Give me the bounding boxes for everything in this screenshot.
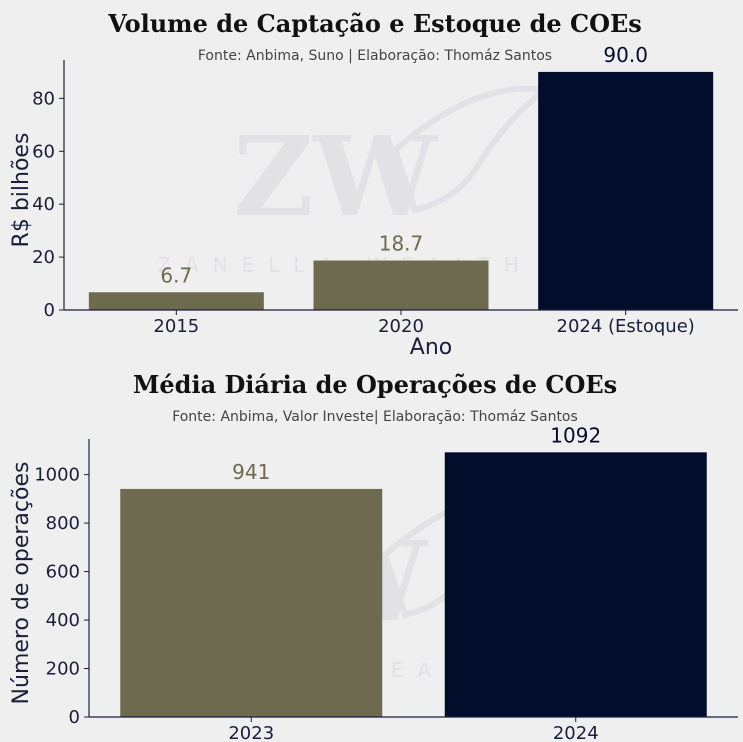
bar-value-label: 941 xyxy=(232,460,270,484)
y-axis-label: R$ bilhões xyxy=(9,133,34,248)
y-tick-label: 0 xyxy=(44,300,55,321)
y-axis-label: Número de operações xyxy=(9,462,34,705)
chart1-subtitle: Fonte: Anbima, Suno | Elaboração: Thomáz… xyxy=(198,48,552,64)
y-tick-label: 0 xyxy=(69,707,80,728)
bar-value-label: 6.7 xyxy=(160,263,192,287)
y-tick-label: 60 xyxy=(32,141,55,162)
bar-value-label: 18.7 xyxy=(379,232,424,256)
chart2-title: Média Diária de Operações de COEs xyxy=(133,370,617,399)
x-tick-label: 2020 xyxy=(378,316,424,337)
chart1-title: Volume de Captação e Estoque de COEs xyxy=(107,9,642,38)
bar-2023 xyxy=(120,488,383,717)
x-axis-label: Ano xyxy=(410,335,452,360)
watermark-monogram: ZW xyxy=(233,112,438,241)
y-tick-label: 80 xyxy=(32,88,55,109)
x-tick-label: 2023 xyxy=(228,723,274,742)
y-tick-label: 400 xyxy=(46,610,80,631)
bar-2024-estoque- xyxy=(538,71,714,311)
x-tick-label: 2024 xyxy=(553,723,599,742)
y-tick-label: 40 xyxy=(32,194,55,215)
wing-icon xyxy=(391,85,553,214)
bar-2024 xyxy=(444,452,707,717)
y-tick-label: 1000 xyxy=(34,465,80,486)
x-tick-label: 2024 (Estoque) xyxy=(557,316,695,337)
y-tick-label: 20 xyxy=(32,247,55,268)
y-tick-label: 800 xyxy=(46,513,80,534)
y-tick-label: 600 xyxy=(46,562,80,583)
bar-value-label: 90.0 xyxy=(603,43,648,67)
x-tick-label: 2015 xyxy=(153,316,199,337)
bar-2015 xyxy=(88,292,264,310)
chart2-subtitle: Fonte: Anbima, Valor Investe| Elaboração… xyxy=(172,409,578,425)
y-tick-label: 200 xyxy=(46,659,80,680)
bar-value-label: 1092 xyxy=(550,423,601,447)
bar-2020 xyxy=(313,260,489,310)
